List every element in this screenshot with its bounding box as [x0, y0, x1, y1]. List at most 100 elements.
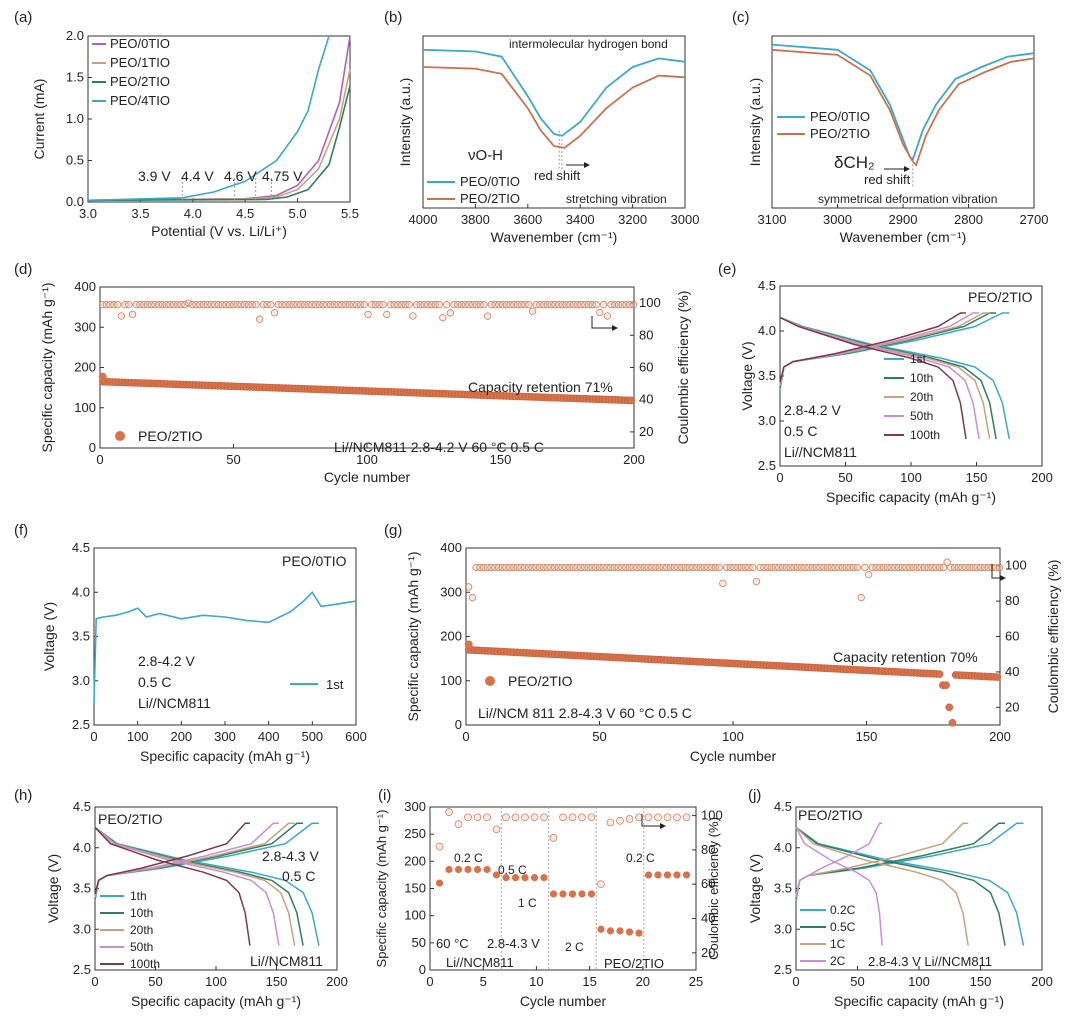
- panel-3-xtick-label: 0: [96, 452, 103, 467]
- ce-point: [674, 814, 681, 821]
- ce-point: [410, 313, 417, 320]
- panel-c-annotation: δCH₂: [834, 153, 875, 172]
- ce-point: [600, 301, 607, 308]
- ce-point: [579, 814, 586, 821]
- panel-7-xtick-label: 100: [205, 974, 227, 989]
- panel-h-title: PEO/2TIO: [98, 811, 163, 827]
- panel-3-y2tick-label: 60: [639, 360, 653, 375]
- panel-9-ytick-label: 4.5: [774, 799, 792, 814]
- panel-7-xtick-label: 50: [148, 974, 162, 989]
- panel-4-ytick-label: 3.0: [758, 413, 776, 428]
- panel-c-legend-label: PEO/2TIO: [810, 126, 870, 141]
- panel-label: (j): [748, 787, 761, 804]
- panel-9-ytick-label: 2.5: [774, 962, 792, 977]
- panel-7-ytick-label: 3.5: [73, 881, 91, 896]
- capacity-point: [645, 871, 652, 878]
- capacity-point: [628, 397, 635, 404]
- panel-e-condition: 0.5 C: [784, 423, 817, 439]
- capacity-point: [531, 874, 538, 881]
- panel-a-ytick-label: 2.0: [66, 28, 84, 43]
- panel-e-legend-label: 20th: [910, 390, 933, 404]
- panel-a-onset-label: 4.75 V: [262, 168, 303, 184]
- panel-g-annotation: Capacity retention 70%: [833, 649, 978, 665]
- capacity-point: [683, 871, 690, 878]
- panel-e-legend-label: 50th: [910, 409, 933, 423]
- panel-i-ytick-label: 0: [419, 962, 426, 977]
- panel-6-y2tick-label: 20: [1005, 699, 1019, 714]
- panel-d-annotation: Li//NCM811 2.8-4.2 V 60 °C 0.5 C: [334, 439, 544, 455]
- ce-point: [493, 826, 500, 833]
- panel-3-ytick-label: 0: [89, 440, 96, 455]
- ce-point: [126, 301, 133, 308]
- ce-point: [560, 814, 567, 821]
- panel-d-legend-marker: [115, 431, 125, 441]
- ce-point: [465, 584, 472, 591]
- capacity-point: [455, 866, 462, 873]
- ce-point: [440, 314, 447, 321]
- ce-point: [550, 834, 557, 841]
- panel-a-onset-label: 3.9 V: [138, 168, 171, 184]
- panel-6-ytick-label: 100: [440, 673, 462, 688]
- panel-j-ylabel: Voltage (V): [747, 854, 763, 923]
- panel-b-xtick-label: 3800: [461, 212, 490, 227]
- capacity-point: [578, 890, 585, 897]
- panel-6-frame: [466, 548, 1000, 725]
- panel-i-rate-label: 0.2 C: [454, 851, 483, 865]
- panel-i-arrow-head: [660, 823, 666, 829]
- panel-6-ytick-label: 400: [440, 540, 462, 555]
- panel-3-ytick-label: 300: [74, 319, 96, 334]
- capacity-point: [465, 640, 473, 648]
- ce-point: [361, 301, 368, 308]
- panel-h-xlabel: Specific capacity (mAh g⁻¹): [131, 993, 301, 1009]
- panel-c-xtick-label: 2800: [954, 212, 983, 227]
- capacity-point: [616, 927, 623, 934]
- panel-4-discharge-curve: [780, 318, 979, 440]
- ce-point: [862, 564, 869, 571]
- panel-7-xtick-label: 0: [91, 974, 98, 989]
- ce-point: [503, 814, 510, 821]
- panel-9-ytick-label: 3.5: [774, 881, 792, 896]
- panel-j-legend-label: 0.5C: [830, 920, 856, 934]
- panel-7-xtick-label: 150: [266, 974, 288, 989]
- ce-point: [865, 571, 872, 578]
- panel-label: (b): [384, 9, 402, 26]
- panel-9-charge-curve: [796, 823, 1024, 900]
- panel-a-xtick-label: 4.0: [184, 206, 202, 221]
- panel-3-y2tick-label: 80: [639, 327, 653, 342]
- panel-a-legend-label: PEO/0TIO: [110, 36, 170, 51]
- panel-i-ytick-label: 50: [412, 935, 426, 950]
- panel-c-xtick-label: 3000: [823, 212, 852, 227]
- ce-point: [383, 311, 390, 318]
- panel-i-xtick-label: 20: [636, 974, 650, 989]
- panel-4-ytick-label: 4.0: [758, 323, 776, 338]
- panel-j-legend-label: 1C: [830, 937, 846, 951]
- panel-6-y2tick-label: 100: [1005, 558, 1027, 573]
- panel-f-legend-label: 1st: [326, 677, 344, 692]
- panel-3-y2tick-label: 40: [639, 392, 653, 407]
- panel-4-ytick-label: 3.5: [758, 368, 776, 383]
- panel-7-charge-curve: [95, 823, 279, 896]
- capacity-point: [588, 890, 595, 897]
- capacity-point: [597, 926, 604, 933]
- panel-f-condition: 0.5 C: [138, 674, 171, 690]
- panel-g-legend-label: PEO/2TIO: [508, 673, 573, 689]
- ce-point: [484, 313, 491, 320]
- panel-4-xtick-label: 0: [776, 470, 783, 485]
- panel-i-rate-label: 0.5 C: [498, 863, 527, 877]
- panel-i-condition: 2.8-4.3 V: [487, 936, 540, 951]
- capacity-point: [483, 866, 490, 873]
- capacity-point: [445, 866, 452, 873]
- capacity-point: [474, 866, 481, 873]
- ce-point: [636, 814, 643, 821]
- ce-point: [406, 301, 413, 308]
- panel-b-xlabel: Wavenember (cm⁻¹): [491, 229, 618, 245]
- panel-9-xtick-label: 50: [850, 974, 864, 989]
- ce-point: [271, 309, 278, 316]
- ce-point: [529, 308, 536, 315]
- panel-b-series-line: [423, 50, 685, 136]
- ce-point: [474, 814, 481, 821]
- panel-6-y2tick-label: 80: [1005, 593, 1019, 608]
- ce-point: [716, 564, 723, 571]
- panel-h-legend-label: 1th: [130, 889, 147, 903]
- panel-c-ylabel: Intensity (a.u.): [747, 78, 763, 167]
